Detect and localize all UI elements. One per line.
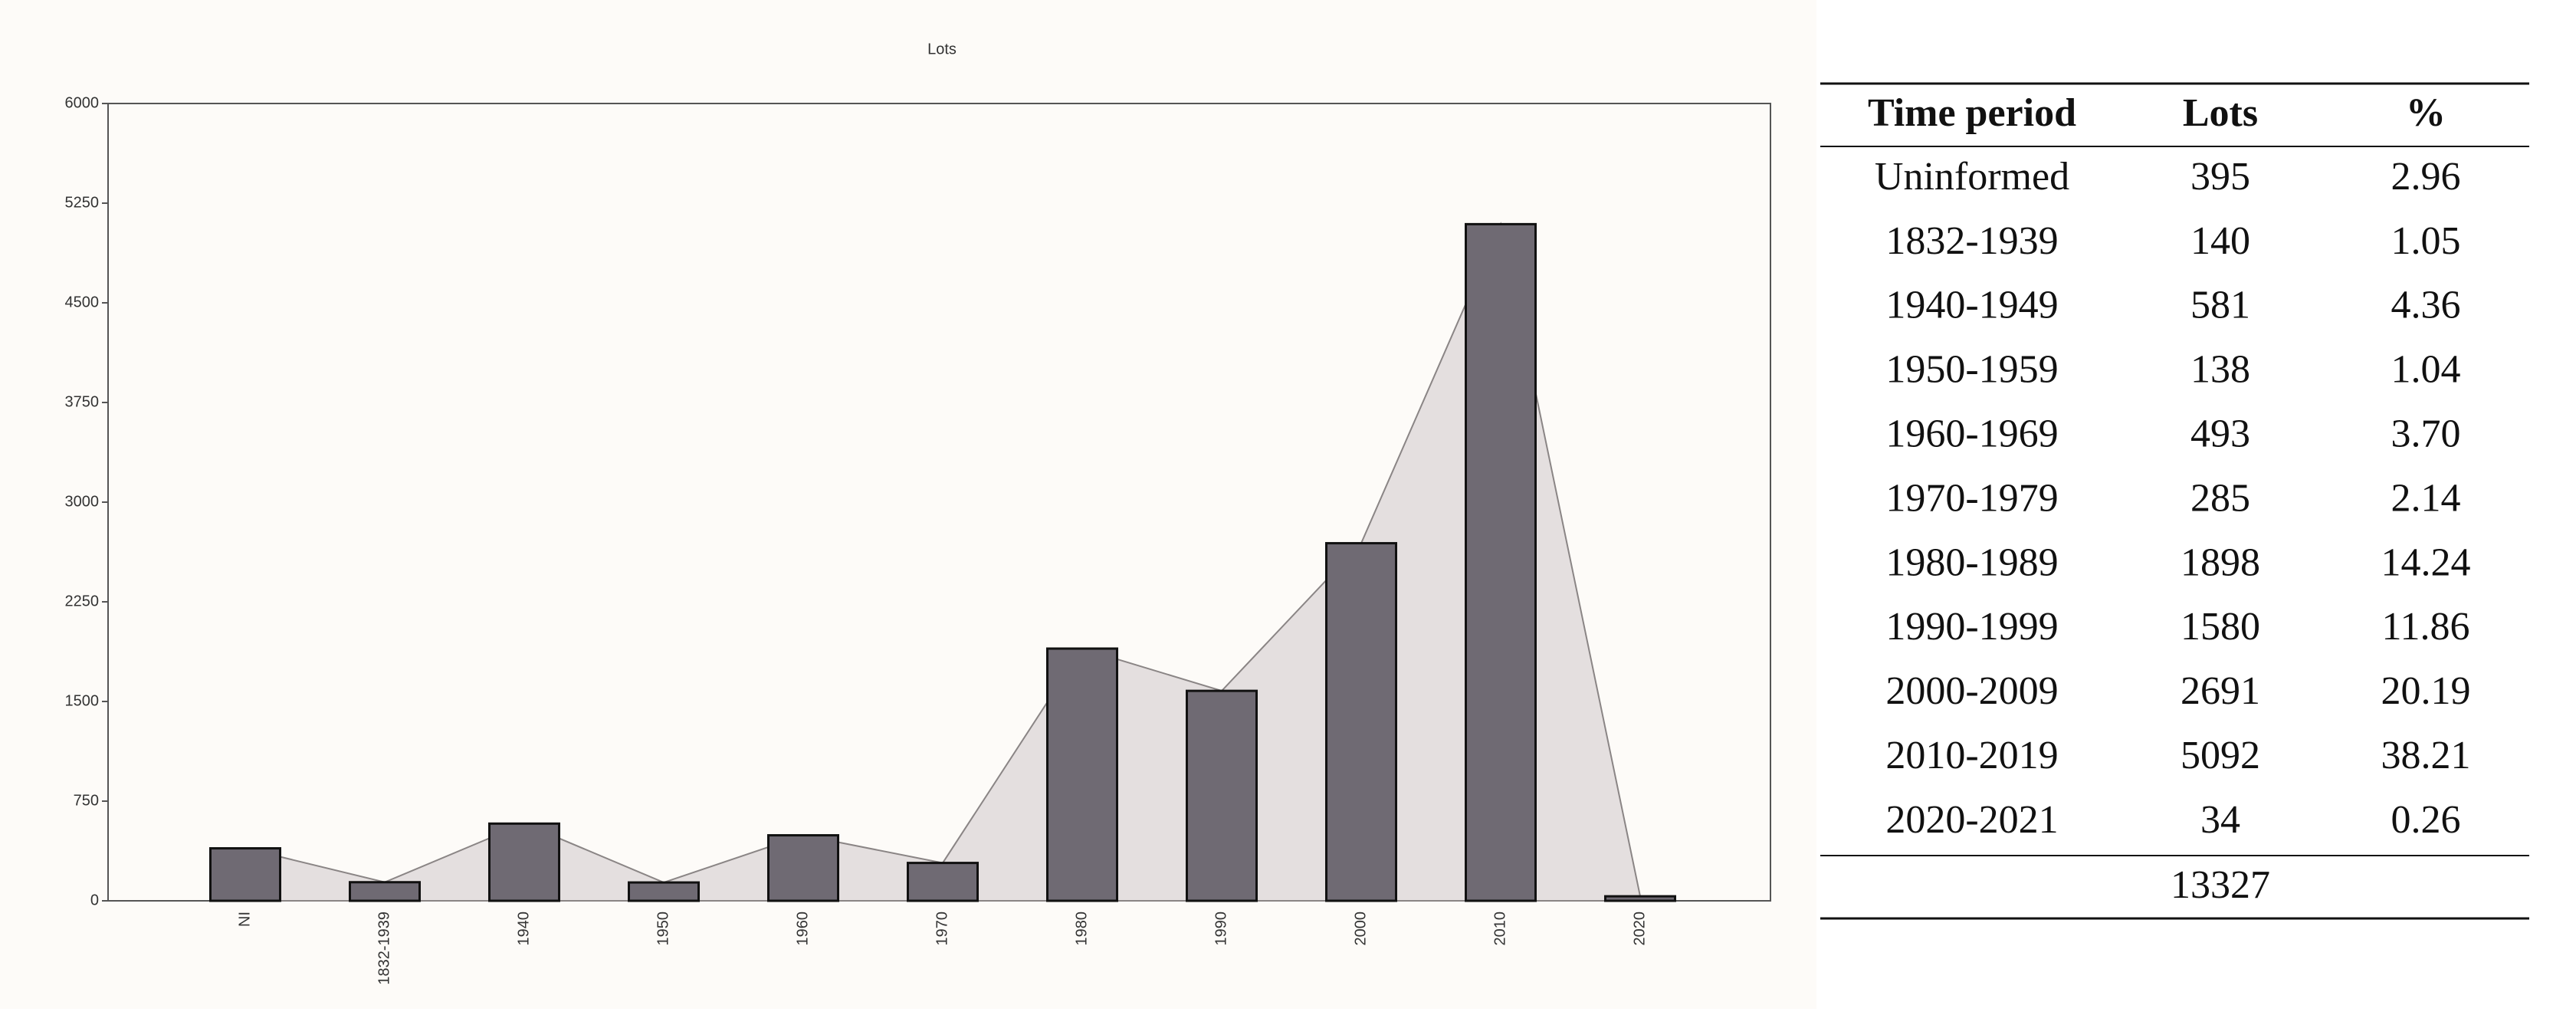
y-tick-label: 3750: [65, 393, 100, 410]
table-cell: 138: [2190, 348, 2250, 392]
bar: [209, 847, 281, 902]
table-header: Time period: [1868, 91, 2076, 135]
table-cell: 2.14: [2391, 476, 2461, 520]
x-tick-label: NI: [236, 912, 253, 927]
table-cell: 5092: [2181, 734, 2260, 777]
table-cell: 1950-1959: [1885, 348, 2058, 392]
x-tick-label: 2020: [1631, 912, 1648, 946]
table-cell: Uninformed: [1875, 155, 2069, 199]
bar: [1046, 647, 1118, 902]
y-tick-label: 750: [74, 792, 99, 809]
x-tick-label: 2010: [1491, 912, 1508, 946]
y-tick-label: 3000: [65, 493, 100, 510]
table-cell: 1990-1999: [1885, 605, 2058, 649]
chart-title: Lots: [927, 41, 957, 57]
table-cell: 20.19: [2381, 669, 2471, 713]
table-cell: 4.36: [2391, 284, 2461, 327]
y-tick-label: 2250: [65, 593, 100, 609]
x-tick-label: 1950: [655, 912, 671, 946]
x-tick-label: 1970: [934, 912, 950, 946]
table-cell: 581: [2190, 284, 2250, 327]
table-cell: 1.05: [2391, 219, 2461, 263]
table-cell: 14.24: [2381, 540, 2471, 584]
table-cell: 0.26: [2391, 798, 2461, 842]
table-cell: 2.96: [2391, 155, 2461, 199]
x-tick-label: 1990: [1213, 912, 1229, 946]
table-cell: 2010-2019: [1885, 734, 2058, 777]
table-cell: 1832-1939: [1885, 219, 2058, 263]
table-cell: 34: [2200, 798, 2240, 842]
table-cell: 2000-2009: [1885, 669, 2058, 713]
bar: [907, 862, 979, 902]
bar: [1325, 542, 1397, 902]
y-tick-label: 6000: [65, 94, 100, 111]
table-cell: 285: [2190, 476, 2250, 520]
x-tick-label: 2000: [1352, 912, 1369, 946]
bar: [488, 822, 560, 902]
table-cell: 1970-1979: [1885, 476, 2058, 520]
y-tick-label: 0: [90, 892, 99, 908]
table-cell: 493: [2190, 412, 2250, 456]
table-cell: 1898: [2181, 540, 2260, 584]
y-tick-label: 5250: [65, 194, 100, 211]
y-tick-label: 1500: [65, 692, 100, 709]
table-cell: 1.04: [2391, 348, 2461, 392]
table-header: Lots: [2183, 91, 2258, 135]
bar: [628, 881, 700, 902]
table-cell: 1580: [2181, 605, 2260, 649]
table-cell: 395: [2190, 155, 2250, 199]
bar: [1604, 895, 1676, 902]
table-header: %: [2406, 91, 2446, 135]
x-tick-label: 1960: [794, 912, 811, 946]
y-tick-label: 4500: [65, 294, 100, 310]
table-cell: 1940-1949: [1885, 284, 2058, 327]
table-cell: 1980-1989: [1885, 540, 2058, 584]
bar: [1465, 222, 1537, 902]
area: [244, 222, 1641, 902]
table-cell: 140: [2190, 219, 2250, 263]
x-tick-label: 1832-1939: [376, 912, 392, 985]
x-tick-label: 1980: [1073, 912, 1090, 946]
x-tick-label: 1940: [515, 912, 532, 946]
bar: [767, 834, 839, 902]
bar: [1186, 689, 1258, 902]
table-total: 13327: [2171, 863, 2270, 907]
table-cell: 38.21: [2381, 734, 2471, 777]
table-cell: 1960-1969: [1885, 412, 2058, 456]
table-cell: 3.70: [2391, 412, 2461, 456]
table-cell: 2020-2021: [1885, 798, 2058, 842]
table-cell: 11.86: [2381, 605, 2469, 649]
bar: [349, 881, 421, 902]
table-cell: 2691: [2181, 669, 2260, 713]
